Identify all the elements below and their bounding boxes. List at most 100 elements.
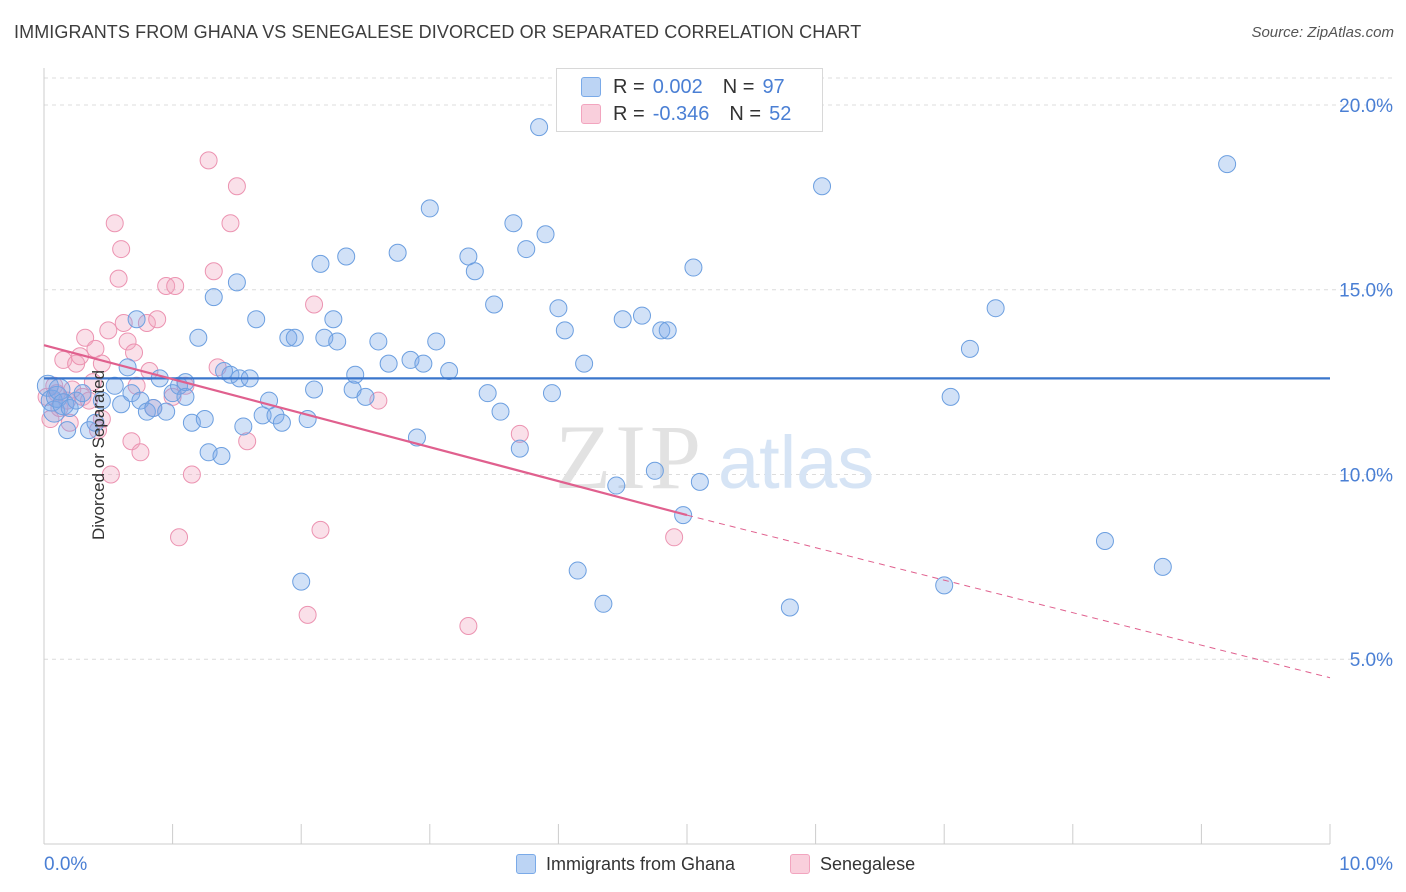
ghana-point	[465, 262, 484, 281]
legend-item-senegal: Senegalese	[790, 852, 915, 876]
ghana-point	[204, 288, 223, 307]
ghana-legend-swatch	[516, 854, 536, 874]
ghana-point	[813, 177, 832, 196]
senegal-legend-swatch	[790, 854, 810, 874]
senegalese-point	[99, 321, 118, 340]
ghana-point	[67, 391, 86, 410]
ghana-point	[247, 310, 266, 329]
ghana-legend-label: Immigrants from Ghana	[546, 853, 736, 874]
ghana-point	[690, 472, 709, 491]
ghana-point	[510, 439, 529, 458]
senegalese-point	[227, 177, 246, 196]
ghana-point	[234, 417, 253, 436]
ghana-point	[986, 299, 1005, 318]
senegalese-point	[298, 605, 317, 624]
watermark-atlas: atlas	[718, 421, 874, 504]
ghana-point	[227, 273, 246, 292]
ghana-swatch	[581, 77, 601, 97]
senegalese-point	[76, 328, 95, 347]
n-label: N =	[722, 75, 755, 98]
senegalese-point	[137, 313, 156, 332]
ghana-point	[86, 413, 105, 432]
ghana-point	[478, 384, 497, 403]
senegalese-point	[148, 310, 167, 329]
senegalese-point	[459, 616, 478, 635]
legend-row-senegal: R = -0.346 N = 52	[581, 101, 791, 127]
ghana-point	[52, 393, 75, 416]
correlation-legend: R = 0.002 N = 97 R = -0.346 N = 52	[556, 68, 823, 132]
y-tick-label: 15.0%	[1339, 281, 1393, 302]
ghana-point	[645, 461, 664, 480]
ghana-point	[212, 447, 231, 465]
senegalese-point	[305, 295, 324, 314]
watermark-zip: ZIP	[555, 406, 705, 508]
chart-title: IMMIGRANTS FROM GHANA VS SENEGALESE DIVO…	[14, 22, 862, 42]
ghana-point	[575, 354, 594, 373]
legend-row-ghana: R = 0.002 N = 97	[581, 74, 785, 100]
trend-lines	[43, 344, 1331, 679]
ghana-point	[427, 332, 446, 351]
senegal-trend-extension	[686, 514, 1331, 679]
r-value: 0.002	[652, 75, 703, 98]
ghana-point	[292, 572, 311, 591]
ghana-point	[112, 395, 131, 414]
ghana-point	[594, 594, 613, 613]
ghana-point	[485, 295, 504, 314]
y-tick-label: 10.0%	[1339, 465, 1393, 486]
n-label: N =	[729, 102, 762, 125]
senegalese-point	[118, 332, 137, 351]
ghana-point	[324, 310, 343, 329]
n-value: 52	[769, 102, 792, 125]
ghana-point	[328, 332, 347, 351]
ghana-point	[530, 118, 549, 137]
ghana-point	[491, 402, 510, 421]
ghana-point	[517, 240, 536, 259]
ghana-point	[1153, 557, 1172, 576]
ghana-point	[311, 254, 330, 273]
x-tick-label: 10.0%	[1339, 854, 1393, 875]
senegalese-point	[170, 528, 189, 547]
tick-labels: 5.0% 10.0% 15.0% 20.0% 0.0% 10.0%	[44, 96, 1393, 875]
ghana-point	[356, 387, 375, 406]
senegalese-point	[112, 240, 131, 259]
senegalese-point	[101, 465, 120, 484]
ghana-point	[337, 247, 356, 266]
ghana-point	[504, 214, 523, 233]
senegalese-point	[510, 424, 529, 443]
senegalese-point	[157, 277, 176, 296]
senegalese-point	[665, 528, 684, 547]
ghana-point	[272, 413, 291, 432]
ghana-point	[127, 310, 146, 329]
legend-item-ghana: Immigrants from Ghana	[516, 852, 735, 876]
senegalese-point	[182, 465, 201, 484]
ghana-point	[960, 339, 979, 358]
senegalese-point	[60, 413, 79, 432]
senegalese-point	[238, 432, 257, 451]
r-value: -0.346	[652, 102, 710, 125]
senegalese-points	[37, 151, 684, 635]
ghana-point	[658, 321, 677, 340]
senegalese-point	[221, 214, 240, 233]
ghana-point	[780, 598, 799, 617]
ghana-point	[440, 362, 459, 381]
ghana-point	[73, 384, 92, 403]
senegal-swatch	[581, 104, 601, 124]
ghana-point	[568, 561, 587, 580]
ghana-point	[420, 199, 439, 218]
ghana-point	[613, 310, 632, 329]
ghana-point	[195, 410, 214, 429]
ghana-point	[941, 387, 960, 406]
ghana-point	[555, 321, 574, 340]
senegalese-point	[166, 277, 185, 296]
r-label: R =	[613, 102, 645, 125]
senegalese-point	[311, 520, 330, 539]
ghana-point	[1218, 155, 1237, 174]
senegalese-point	[109, 269, 128, 288]
senegal-legend-label: Senegalese	[820, 853, 916, 874]
senegalese-point	[204, 262, 223, 281]
axes	[43, 68, 1331, 845]
grid-lines	[44, 77, 1392, 660]
ghana-point	[80, 421, 99, 440]
ghana-point	[935, 576, 954, 595]
